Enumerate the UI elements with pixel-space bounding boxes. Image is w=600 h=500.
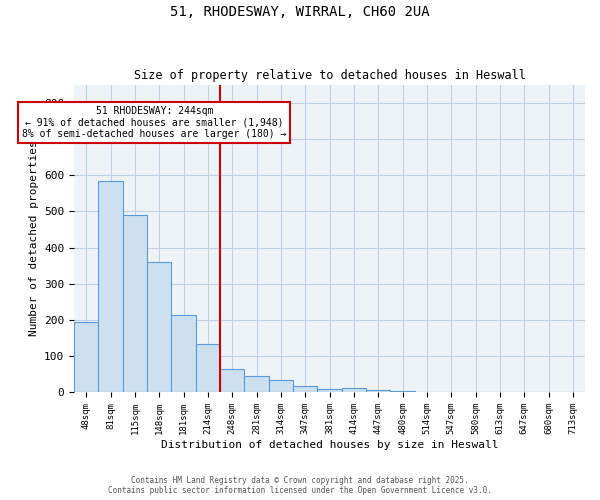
Y-axis label: Number of detached properties: Number of detached properties <box>29 140 38 336</box>
Text: Contains HM Land Registry data © Crown copyright and database right 2025.
Contai: Contains HM Land Registry data © Crown c… <box>108 476 492 495</box>
Text: 51 RHODESWAY: 244sqm
← 91% of detached houses are smaller (1,948)
8% of semi-det: 51 RHODESWAY: 244sqm ← 91% of detached h… <box>22 106 287 140</box>
Bar <box>172 314 196 392</box>
Bar <box>317 389 342 392</box>
Bar <box>196 344 220 392</box>
Bar <box>147 262 172 392</box>
Bar <box>74 322 98 392</box>
X-axis label: Distribution of detached houses by size in Heswall: Distribution of detached houses by size … <box>161 440 499 450</box>
Bar <box>269 380 293 392</box>
Bar <box>98 180 123 392</box>
Bar <box>342 388 366 392</box>
Bar <box>123 215 147 392</box>
Bar <box>391 391 415 392</box>
Text: 51, RHODESWAY, WIRRAL, CH60 2UA: 51, RHODESWAY, WIRRAL, CH60 2UA <box>170 5 430 19</box>
Bar <box>244 376 269 392</box>
Title: Size of property relative to detached houses in Heswall: Size of property relative to detached ho… <box>134 69 526 82</box>
Bar <box>220 369 244 392</box>
Bar <box>366 390 391 392</box>
Bar <box>293 386 317 392</box>
